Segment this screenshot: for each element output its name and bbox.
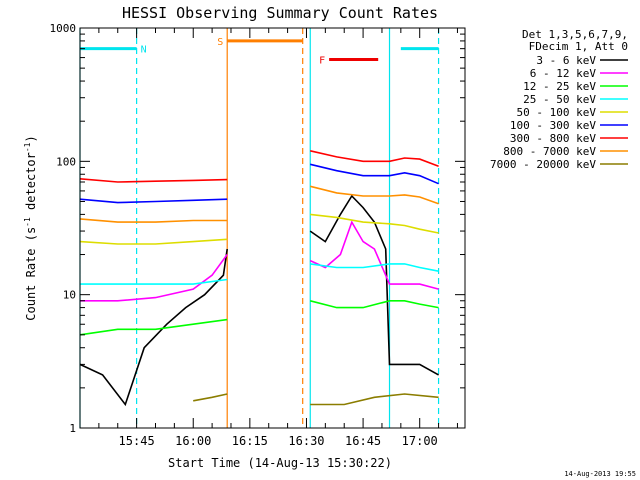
series-line-3-6-kev (79, 248, 228, 407)
x-axis-label: Start Time (14-Aug-13 15:30:22) (168, 456, 392, 470)
legend-entry-label: 3 - 6 keV (536, 54, 596, 67)
series-line-100-300-kev (310, 163, 439, 185)
legend-entry-label: 100 - 300 keV (510, 119, 596, 132)
legend-entry-label: 300 - 800 keV (510, 132, 596, 145)
series-line-25-50-kev (80, 278, 228, 285)
series-line-300-800-kev (79, 178, 228, 183)
x-tick-label: 15:45 (119, 434, 155, 448)
attribute-label-s: S (217, 37, 223, 48)
legend-entry-label: 6 - 12 keV (530, 67, 597, 80)
x-tick-label: 16:00 (175, 434, 211, 448)
x-tick-label: 16:30 (288, 434, 324, 448)
series-line-800-7000-kev (310, 185, 439, 205)
series-line-6-12-kev (80, 254, 228, 302)
y-axis-ticks: 1 10 100 1000 (50, 22, 465, 435)
series-line-6-12-kev (309, 220, 439, 290)
series-lines (79, 150, 439, 407)
legend-title-line-1: Det 1,3,5,6,7,9, (522, 28, 628, 41)
legend-entry-label: 25 - 50 keV (523, 93, 596, 106)
plot-frame (79, 27, 466, 429)
series-line-7000-20000-kev (310, 393, 439, 406)
legend-entry-label: 800 - 7000 keV (503, 145, 596, 158)
attribute-label-f: F (319, 56, 325, 67)
y-tick-label: 100 (56, 155, 76, 168)
attribute-bars: N S F (80, 37, 439, 67)
y-tick-label: 10 (63, 289, 76, 302)
x-tick-label: 16:45 (345, 434, 381, 448)
x-tick-label: 16:15 (232, 434, 268, 448)
series-line-100-300-kev (79, 198, 228, 204)
y-axis-label: Count Rate (s-1 detector-1) (23, 135, 38, 320)
legend-title-line-2: FDecim 1, Att 0 (529, 40, 628, 53)
series-line-12-25-kev (310, 299, 439, 309)
series-line-800-7000-kev (79, 218, 228, 223)
attribute-lines (79, 28, 440, 428)
series-line-50-100-kev (310, 213, 439, 234)
legend: Det 1,3,5,6,7,9, FDecim 1, Att 0 3 - 6 k… (490, 28, 628, 171)
y-tick-label: 1000 (50, 22, 77, 35)
x-axis-ticks: 15:45 16:00 16:15 16:30 16:45 17:00 (98, 28, 458, 448)
legend-entry-label: 50 - 100 keV (517, 106, 597, 119)
legend-entry-label: 12 - 25 keV (523, 80, 596, 93)
series-line-50-100-kev (79, 238, 228, 245)
y-tick-label: 1 (69, 422, 76, 435)
series-line-7000-20000-kev (193, 393, 228, 402)
generation-timestamp: 14-Aug-2013 19:55 (564, 470, 636, 478)
series-line-25-50-kev (310, 263, 439, 272)
x-tick-label: 17:00 (402, 434, 438, 448)
attribute-label-n: N (141, 45, 147, 56)
chart-title: HESSI Observing Summary Count Rates (122, 4, 438, 22)
legend-entry-label: 7000 - 20000 keV (490, 158, 596, 171)
series-line-300-800-kev (310, 150, 439, 167)
series-line-12-25-kev (79, 318, 228, 336)
